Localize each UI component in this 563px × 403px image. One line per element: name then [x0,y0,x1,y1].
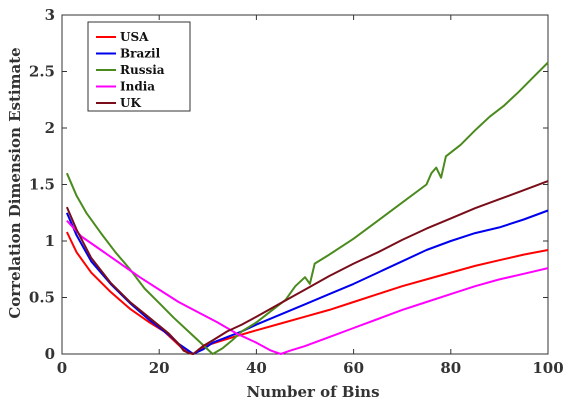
x-tick-label: 60 [343,359,364,377]
x-tick-label: 40 [246,359,267,377]
x-tick-label: 80 [440,359,461,377]
x-tick-label: 100 [532,359,563,377]
ticks-layer: 0 20 40 60 80 100 0 0.5 1 1.5 2 2.5 3 [29,6,563,377]
legend-label: Russia [120,63,165,77]
legend-label: UK [120,96,141,110]
series-line-usa [65,231,549,355]
y-axis-label: Correlation Dimension Estimate [6,47,24,318]
legend-label: Brazil [120,47,161,61]
series-line-uk [65,180,549,355]
series-layer [65,61,549,355]
y-tick-label: 2 [45,119,55,137]
legend-label: India [120,80,155,94]
legend-label: USA [120,30,149,44]
y-tick-label: 3 [45,6,55,24]
legend: USA Brazil Russia India UK [87,21,191,112]
y-tick-label: 1.5 [29,176,55,194]
x-tick-label: 20 [149,359,170,377]
x-axis-label: Number of Bins [246,383,379,401]
x-tick-label: 0 [57,359,67,377]
series-line-russia [65,61,549,355]
y-tick-label: 0 [45,345,55,363]
y-tick-label: 1 [45,232,55,250]
y-tick-label: 0.5 [29,289,55,307]
y-tick-label: 2.5 [29,63,55,81]
series-line-india [66,220,549,355]
